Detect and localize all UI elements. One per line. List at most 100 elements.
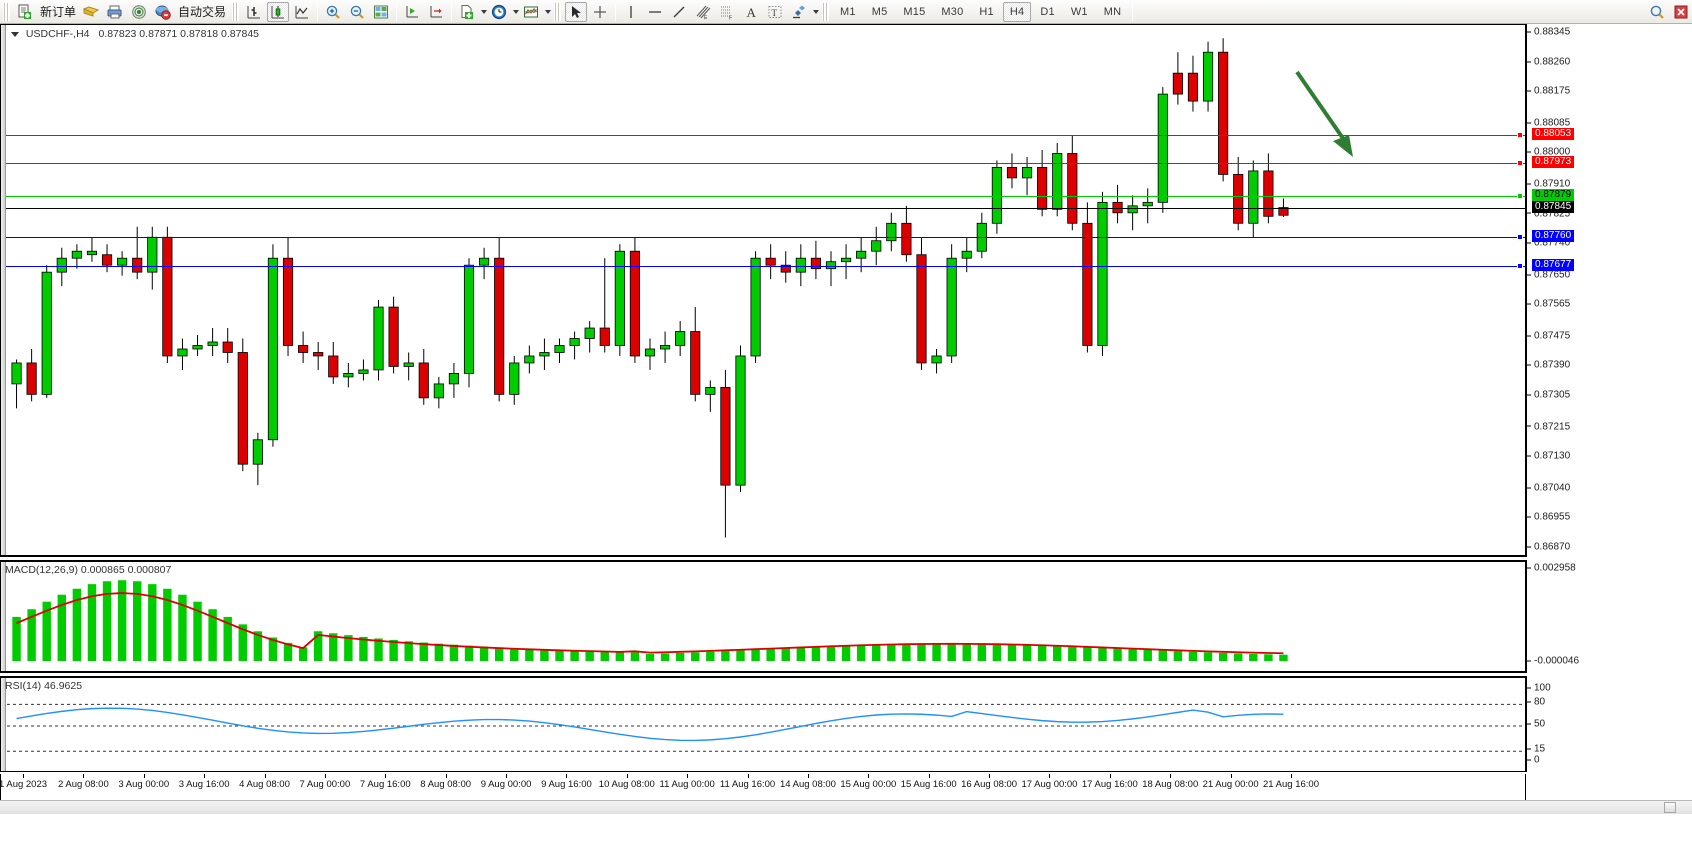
- toolbar-separator-4: [615, 2, 617, 21]
- new-order-label[interactable]: 新订单: [40, 5, 77, 19]
- price-tick: 0.88175: [1527, 86, 1570, 97]
- objects-icon[interactable]: [788, 2, 810, 22]
- timeframe-h1[interactable]: H1: [979, 5, 994, 18]
- time-tick: [324, 774, 326, 778]
- text-label-icon[interactable]: T: [764, 2, 786, 22]
- price-badge-support-1[interactable]: 0.87760: [1532, 230, 1575, 243]
- level-handle-support-1[interactable]: [1517, 234, 1523, 241]
- zoom-in-icon[interactable]: [322, 2, 344, 22]
- new-chart-icon[interactable]: [456, 2, 478, 22]
- macd-axis[interactable]: 0.002958 -0.000046: [1526, 560, 1692, 673]
- time-tick-label: 8 Aug 08:00: [420, 779, 472, 790]
- level-handle-support-2[interactable]: [1517, 263, 1523, 270]
- rsi-plot-area[interactable]: [1, 678, 1525, 771]
- price-badge-support-2[interactable]: 0.87677: [1532, 259, 1575, 272]
- level-line-resistance-2[interactable]: [1, 162, 1525, 164]
- level-handle-resistance-2[interactable]: [1517, 159, 1523, 166]
- price-pane[interactable]: USDCHF-,H4 0.87823 0.87871 0.87818 0.878…: [0, 24, 1526, 557]
- price-badge-resistance-2[interactable]: 0.87973: [1532, 155, 1575, 168]
- timeframe-d1[interactable]: D1: [1040, 5, 1055, 18]
- macd-pane-scrollbar[interactable]: [1, 562, 6, 671]
- main-toolbar: 新订单: [0, 0, 1692, 24]
- price-axis[interactable]: 0.88345 0.88260 0.88175 0.88085 0.88000 0.879…: [1526, 24, 1692, 557]
- toolbar-grip[interactable]: [3, 2, 10, 21]
- timeframe-mn[interactable]: MN: [1103, 5, 1122, 18]
- data-window-icon[interactable]: [370, 2, 392, 22]
- time-tick: [204, 774, 206, 778]
- period-clock-icon[interactable]: [488, 2, 510, 22]
- bar-chart-icon[interactable]: [243, 2, 265, 22]
- candlestick-chart-icon[interactable]: [267, 1, 290, 22]
- vertical-line-icon[interactable]: [620, 2, 642, 22]
- indicators-dropdown-caret[interactable]: [545, 9, 552, 14]
- timeframe-grip[interactable]: [822, 2, 830, 21]
- scrollbar-thumb[interactable]: [1664, 802, 1676, 813]
- shift-start-icon[interactable]: [401, 2, 423, 22]
- folder-icon[interactable]: [80, 2, 102, 22]
- rsi-pane-scrollbar[interactable]: [1, 678, 6, 771]
- macd-pane[interactable]: MACD(12,26,9) 0.000865 0.000807: [0, 560, 1526, 673]
- time-tick: [807, 774, 809, 778]
- level-handle-resistance-1[interactable]: [1517, 131, 1523, 138]
- shift-end-icon[interactable]: [425, 2, 447, 22]
- search-icon[interactable]: [1646, 2, 1668, 22]
- price-badge-last-price[interactable]: 0.87845: [1532, 200, 1575, 213]
- time-tick: [83, 774, 85, 778]
- macd-plot-area[interactable]: [1, 562, 1525, 671]
- auto-trading-label[interactable]: 自动交易: [178, 5, 227, 19]
- timeframe-m30[interactable]: M30: [941, 5, 964, 18]
- svg-text:A: A: [747, 5, 757, 20]
- auto-trading-icon[interactable]: [152, 2, 174, 22]
- time-tick: [566, 774, 568, 778]
- time-tick-label: 11 Aug 00:00: [659, 779, 715, 790]
- level-line-resistance-1[interactable]: [1, 134, 1525, 136]
- macd-label: MACD(12,26,9) 0.000865 0.000807: [5, 564, 172, 576]
- price-tick: 0.87475: [1527, 330, 1570, 341]
- level-line-support-1[interactable]: [1, 237, 1525, 239]
- line-chart-icon[interactable]: [291, 2, 313, 22]
- timeframe-m5[interactable]: M5: [871, 5, 888, 18]
- horizontal-line-icon[interactable]: [644, 2, 666, 22]
- timeframe-w1[interactable]: W1: [1070, 5, 1088, 18]
- level-line-entry-level[interactable]: [1, 195, 1525, 197]
- time-tick: [1230, 774, 1232, 778]
- level-handle-entry-level[interactable]: [1517, 192, 1523, 199]
- chart-container[interactable]: USDCHF-,H4 0.87823 0.87871 0.87818 0.878…: [0, 24, 1692, 854]
- timeframe-m1[interactable]: M1: [840, 5, 856, 18]
- level-line-last-price[interactable]: [1, 207, 1525, 209]
- rsi-pane[interactable]: RSI(14) 46.9625: [0, 676, 1526, 772]
- objects-dropdown-caret[interactable]: [813, 9, 820, 14]
- zoom-out-icon[interactable]: [346, 2, 368, 22]
- chart-tools-grip[interactable]: [232, 2, 240, 21]
- new-order-button[interactable]: [14, 2, 36, 22]
- price-badge-resistance-1[interactable]: 0.88053: [1532, 127, 1575, 140]
- time-axis[interactable]: 1 Aug 2023 2 Aug 08:00 3 Aug 00:00 3 Aug 16…: [0, 774, 1526, 800]
- cursor-icon[interactable]: [565, 1, 588, 22]
- rsi-axis[interactable]: 100 80 50 15 0: [1526, 676, 1692, 772]
- timeframe-h4[interactable]: H4: [1002, 1, 1032, 22]
- text-icon[interactable]: A: [740, 2, 762, 22]
- timeframe-m15[interactable]: M15: [903, 5, 926, 18]
- period-dropdown-caret[interactable]: [513, 9, 520, 14]
- fibonacci-icon[interactable]: F: [716, 2, 738, 22]
- trendline-icon[interactable]: [668, 2, 690, 22]
- horizontal-scrollbar[interactable]: [0, 800, 1692, 814]
- new-chart-dropdown-caret[interactable]: [481, 9, 488, 14]
- toolbar-separator-5: [1132, 2, 1134, 21]
- ohlc-values-label: 0.87823 0.87871 0.87818 0.87845: [98, 28, 260, 40]
- globe-icon[interactable]: [128, 2, 150, 22]
- level-line-support-2[interactable]: [1, 266, 1525, 268]
- indicators-icon[interactable]: [520, 2, 542, 22]
- price-plot-area[interactable]: [1, 25, 1525, 555]
- drawing-tools-grip[interactable]: [554, 2, 562, 21]
- equidistant-channel-icon[interactable]: E: [692, 2, 714, 22]
- time-tick-label: 17 Aug 16:00: [1081, 779, 1138, 790]
- close-icon[interactable]: [1670, 2, 1691, 22]
- triangle-down-icon[interactable]: [11, 31, 19, 37]
- crosshair-icon[interactable]: [589, 2, 611, 22]
- price-pane-scrollbar[interactable]: [1, 25, 6, 555]
- price-badge-entry-level[interactable]: 0.87879: [1532, 188, 1575, 201]
- time-tick-label: 7 Aug 00:00: [299, 779, 351, 790]
- print-icon[interactable]: [104, 2, 126, 22]
